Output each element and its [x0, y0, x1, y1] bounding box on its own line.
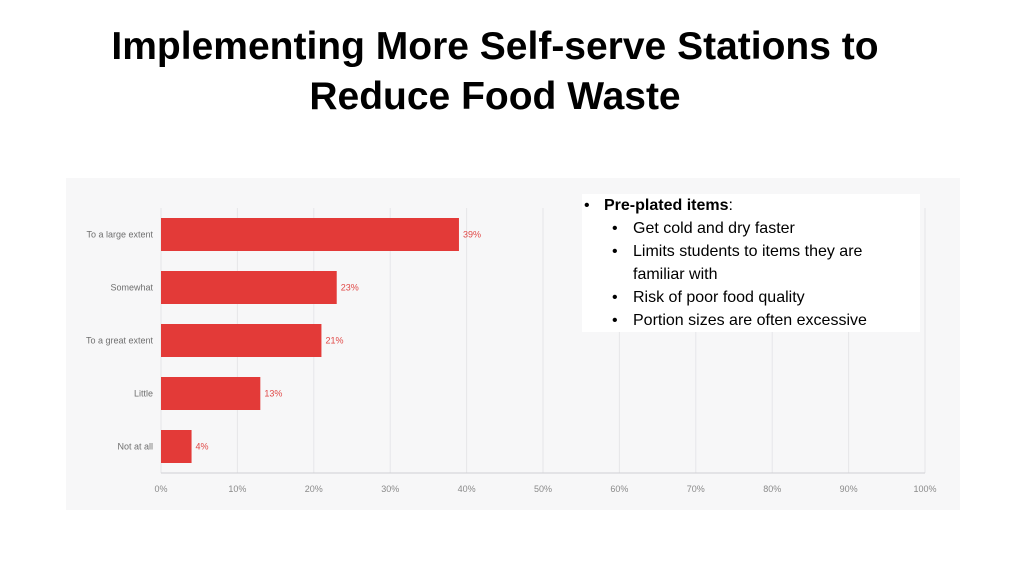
notes-heading-suffix: :	[728, 197, 733, 214]
value-label: 21%	[325, 336, 343, 346]
bar	[161, 271, 337, 304]
bar	[161, 430, 192, 463]
notes-textbox: Pre-plated items: Get cold and dry faste…	[582, 194, 920, 332]
x-tick-label: 50%	[534, 484, 552, 494]
x-tick-label: 90%	[840, 484, 858, 494]
x-tick-label: 60%	[610, 484, 628, 494]
notes-heading-item: Pre-plated items:	[582, 194, 912, 217]
notes-list: Pre-plated items: Get cold and dry faste…	[582, 194, 912, 332]
category-label: To a great extent	[86, 336, 154, 346]
notes-item: Risk of poor food quality	[582, 286, 912, 309]
category-label: Not at all	[117, 442, 153, 452]
x-tick-label: 40%	[458, 484, 476, 494]
notes-item: Get cold and dry faster	[582, 217, 912, 240]
x-tick-label: 0%	[154, 484, 167, 494]
slide-title-line-2: Reduce Food Waste	[309, 75, 681, 118]
bar	[161, 324, 322, 357]
bar	[161, 218, 459, 251]
notes-item: Limits students to items they are famili…	[582, 240, 912, 286]
x-tick-label: 100%	[913, 484, 936, 494]
value-label: 39%	[463, 230, 481, 240]
category-label: To a large extent	[86, 230, 153, 240]
value-label: 4%	[196, 442, 209, 452]
x-tick-label: 20%	[305, 484, 323, 494]
category-label: Somewhat	[110, 283, 153, 293]
slide-title: Implementing More Self-serve Stations to…	[40, 22, 950, 122]
value-label: 23%	[341, 283, 359, 293]
x-tick-label: 70%	[687, 484, 705, 494]
x-tick-label: 30%	[381, 484, 399, 494]
notes-heading: Pre-plated items	[604, 197, 729, 214]
value-label: 13%	[264, 389, 282, 399]
x-tick-label: 80%	[763, 484, 781, 494]
slide-title-line-1: Implementing More Self-serve Stations to	[111, 25, 879, 68]
category-label: Little	[134, 389, 153, 399]
notes-item: Portion sizes are often excessive	[582, 309, 912, 332]
bar	[161, 377, 261, 410]
x-tick-label: 10%	[228, 484, 246, 494]
